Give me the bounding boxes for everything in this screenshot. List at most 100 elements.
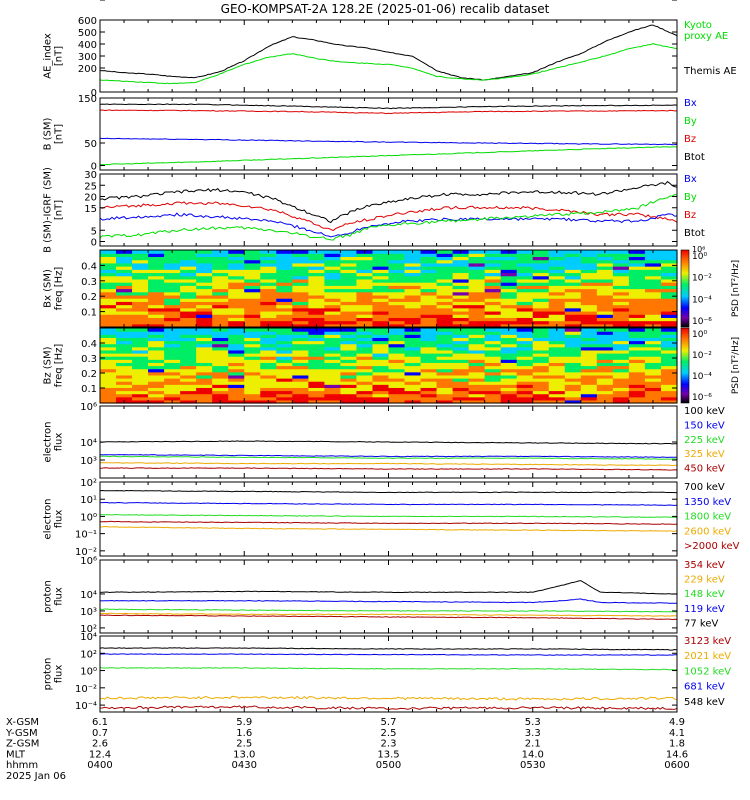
heatmap-cell [292,349,309,354]
heatmap-cell [532,334,550,338]
heatmap-cell [564,291,582,296]
heatmap-cell [468,374,486,379]
heatmap-cell [644,291,662,296]
heatmap-cell [628,334,646,338]
heatmap-cell [660,304,678,309]
heatmap-cell [180,304,197,309]
heatmap-cell [516,371,534,376]
heatmap-cell [644,396,662,401]
heatmap-cell [612,365,630,370]
legend-label: By [684,192,697,203]
heatmap-cell [292,294,309,299]
heatmap-cell [532,393,550,398]
heatmap-cell [340,353,358,357]
heatmap-cell [292,275,309,280]
heatmap-cell [260,294,277,299]
heatmap-cell [628,368,646,373]
heatmap-cell [436,278,454,283]
heatmap-cell [244,291,261,296]
heatmap-cell [372,278,390,283]
heatmap-cell [468,262,486,267]
heatmap-cell [532,298,550,302]
heatmap-cell [644,374,662,379]
heatmap-cell [484,317,502,322]
series-line [99,467,678,471]
heatmap-cell [452,275,470,280]
heatmap-cell [452,307,470,312]
heatmap-cell [260,285,277,290]
heatmap-cell [436,362,454,367]
heatmap-cell [372,390,390,395]
heatmap-cell [580,390,598,395]
heatmap-cell [196,393,213,398]
heatmap-cell [564,393,582,398]
heatmap-cell [164,256,181,261]
heatmap-cell [196,301,213,306]
heatmap-cell [308,368,325,373]
heatmap-cell [436,390,454,395]
heatmap-cell [324,259,342,264]
heatmap-cell [132,362,149,367]
heatmap-cell [324,262,342,267]
x-tick-value: 0500 [376,760,401,771]
heatmap-cell [180,282,197,286]
series-line [99,695,678,701]
heatmap-cell [148,349,165,354]
y-tick-label: 10³ [80,456,97,467]
x-tick-value: 12.4 [89,749,111,760]
heatmap-cell [100,291,117,296]
heatmap-cell [340,378,358,382]
heatmap-cell [356,278,374,283]
heatmap-cell [660,340,678,345]
heatmap-cell [404,282,422,286]
heatmap-cell [324,269,342,274]
heatmap-cell [420,374,438,379]
heatmap-cell [180,256,197,261]
heatmap-cell [500,359,518,363]
heatmap-cell [388,393,406,398]
heatmap-cell [180,371,197,376]
heatmap-cell [276,362,293,367]
heatmap-cell [580,320,598,325]
heatmap-cell [276,259,293,264]
heatmap-cell [292,269,309,274]
heatmap-cell [468,390,486,395]
heatmap-cell [596,346,614,351]
heatmap-cell [548,310,566,315]
heatmap-cell [468,314,486,318]
series-line [99,614,678,621]
heatmap-cell [196,310,213,315]
heatmap-cell [148,253,165,258]
heatmap-cell [660,301,678,306]
heatmap-cell [164,320,181,325]
heatmap-cell [148,275,165,280]
heatmap-cell [148,328,165,332]
heatmap-cell [468,371,486,376]
heatmap-cell [420,272,438,277]
heatmap-cell [116,291,133,296]
heatmap-cell [564,378,582,382]
heatmap-cell [404,390,422,395]
heatmap-cell [196,353,213,357]
heatmap-cell [324,253,342,258]
y-tick-label: 30 [84,170,97,181]
heatmap-cell [468,250,486,254]
heatmap-cell [420,328,438,332]
heatmap-cell [532,390,550,395]
heatmap-cell [580,374,598,379]
heatmap-cell [100,365,117,370]
heatmap-cell [372,371,390,376]
colorbar-tick-label: 10⁶ [692,245,705,254]
heatmap-cell [660,396,678,401]
heatmap-cell [548,356,566,360]
colorbar-tick-label: 10⁰ [692,330,707,340]
heatmap-cell [308,359,325,363]
heatmap-cell [516,337,534,342]
plot-area [100,636,677,712]
heatmap-cell [564,374,582,379]
heatmap-cell [148,353,165,357]
heatmap-cell [340,298,358,302]
heatmap-cell [660,259,678,264]
heatmap-cell [212,337,229,342]
heatmap-cell [468,396,486,401]
